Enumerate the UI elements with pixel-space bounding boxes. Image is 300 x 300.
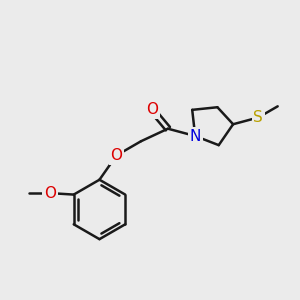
- Text: O: O: [110, 148, 122, 163]
- Text: S: S: [254, 110, 263, 125]
- Text: O: O: [110, 148, 122, 163]
- Text: S: S: [254, 110, 263, 125]
- Text: O: O: [146, 102, 158, 117]
- Text: O: O: [44, 186, 56, 201]
- Text: N: N: [190, 128, 201, 143]
- Text: N: N: [190, 128, 201, 143]
- Text: O: O: [146, 102, 158, 117]
- Text: O: O: [44, 186, 56, 201]
